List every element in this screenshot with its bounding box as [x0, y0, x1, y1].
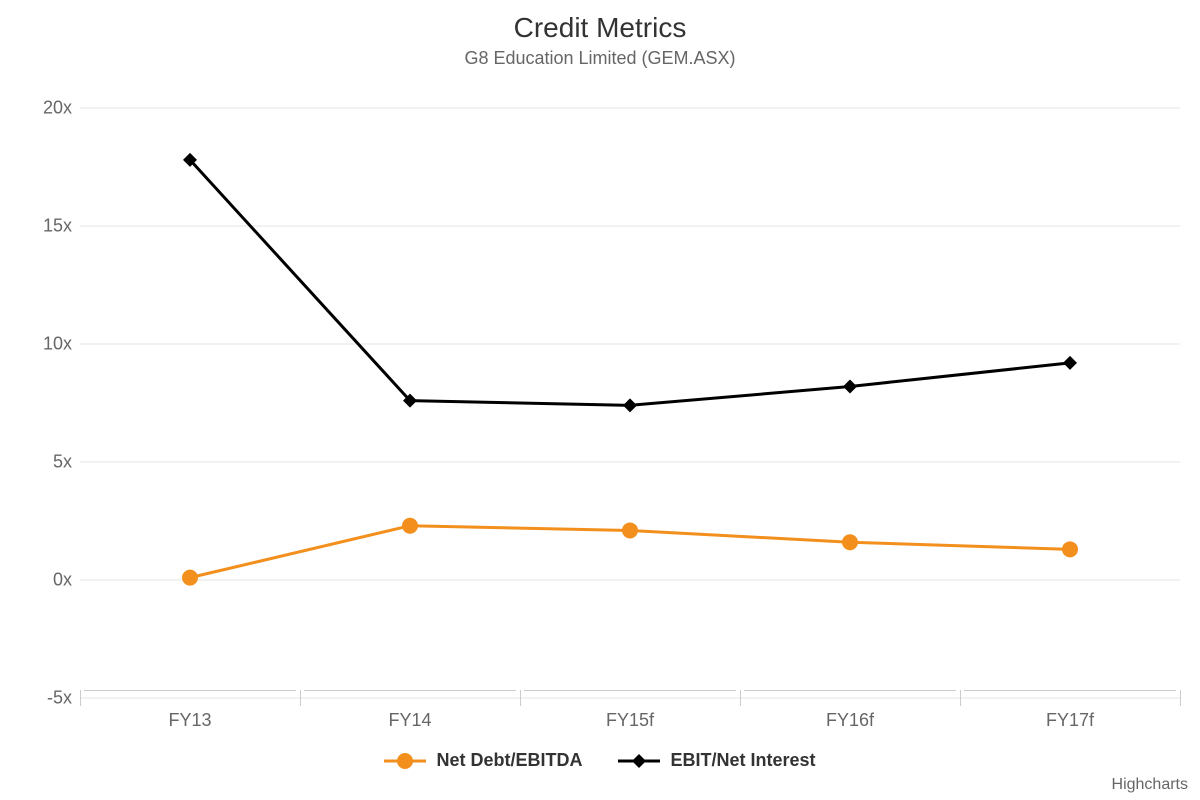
x-band-segment	[744, 690, 956, 691]
y-tick-label: 10x	[0, 334, 72, 355]
x-tick-label: FY17f	[1046, 710, 1094, 731]
legend-label: EBIT/Net Interest	[670, 750, 815, 771]
y-tick-label: 5x	[0, 452, 72, 473]
legend-item[interactable]: EBIT/Net Interest	[618, 750, 815, 771]
x-band-separator	[80, 690, 81, 706]
x-band-segment	[964, 690, 1176, 691]
x-band-separator	[520, 690, 521, 706]
chart-titles: Credit Metrics G8 Education Limited (GEM…	[0, 0, 1200, 69]
legend-label: Net Debt/EBITDA	[436, 750, 582, 771]
x-tick-label: FY16f	[826, 710, 874, 731]
y-tick-label: 15x	[0, 216, 72, 237]
series-lines	[80, 108, 1180, 698]
x-band-segment	[84, 690, 296, 691]
x-tick-label: FY14	[388, 710, 431, 731]
x-tick-label: FY13	[168, 710, 211, 731]
credit-metrics-chart: Credit Metrics G8 Education Limited (GEM…	[0, 0, 1200, 800]
x-band-separator	[960, 690, 961, 706]
legend-swatch	[384, 751, 426, 771]
y-tick-label: 20x	[0, 98, 72, 119]
y-tick-label: -5x	[0, 688, 72, 709]
legend: Net Debt/EBITDA EBIT/Net Interest	[0, 750, 1200, 776]
x-tick-label: FY15f	[606, 710, 654, 731]
x-band-separator	[300, 690, 301, 706]
y-tick-label: 0x	[0, 570, 72, 591]
legend-swatch	[618, 751, 660, 771]
x-band-segment	[304, 690, 516, 691]
x-band-separator	[1180, 690, 1181, 706]
plot-area	[80, 108, 1180, 698]
chart-credit: Highcharts	[1112, 776, 1188, 794]
legend-item[interactable]: Net Debt/EBITDA	[384, 750, 582, 771]
x-band-separator	[740, 690, 741, 706]
chart-subtitle: G8 Education Limited (GEM.ASX)	[0, 48, 1200, 69]
chart-title: Credit Metrics	[0, 12, 1200, 44]
x-band-segment	[524, 690, 736, 691]
